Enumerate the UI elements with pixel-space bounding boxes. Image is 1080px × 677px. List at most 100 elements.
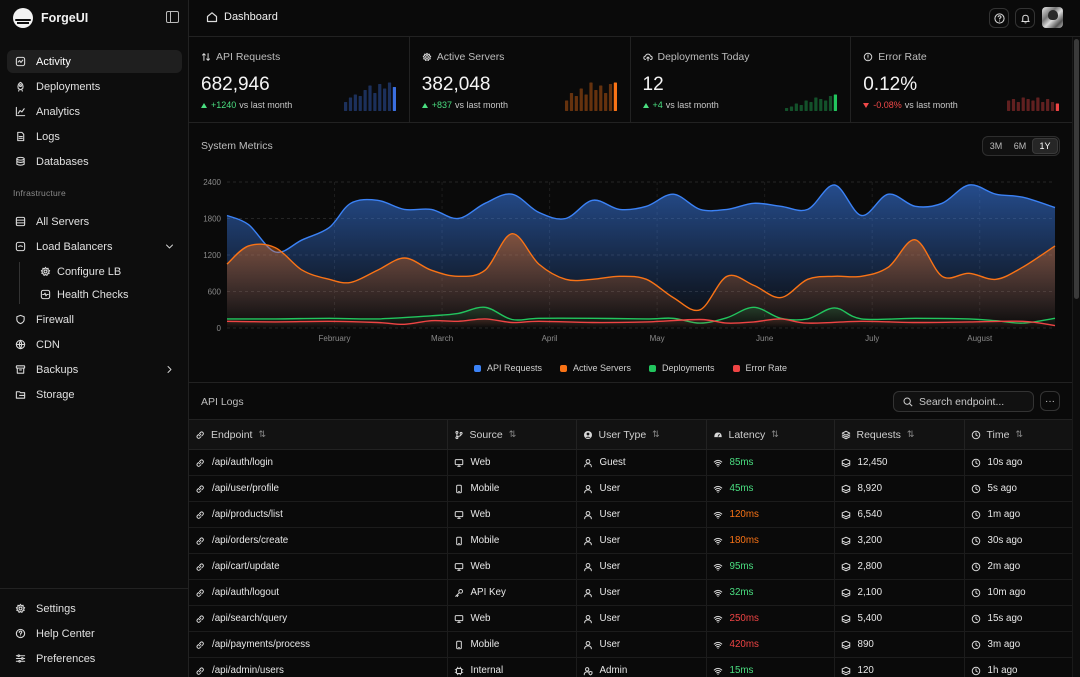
sparkline-bar bbox=[368, 85, 372, 111]
table-row[interactable]: /api/auth/logout API Key User 32ms 2,100 10m … bbox=[189, 579, 1072, 606]
legend-item-deployments[interactable]: Deployments bbox=[649, 363, 715, 373]
search-input[interactable] bbox=[919, 395, 1029, 408]
table-row[interactable]: /api/cart/update Web User 95ms 2,800 2m ago bbox=[189, 553, 1072, 580]
cell-content: Admin bbox=[583, 665, 706, 676]
sidebar-item-help-center[interactable]: Help Center bbox=[7, 622, 182, 645]
sidebar-item-preferences[interactable]: Preferences bbox=[7, 647, 182, 670]
table-row[interactable]: /api/auth/login Web Guest 85ms 12,450 10s ago bbox=[189, 449, 1072, 476]
cell-content: 32ms bbox=[713, 587, 834, 598]
more-options-button[interactable]: ··· bbox=[1040, 391, 1060, 411]
subnav-line bbox=[19, 262, 20, 304]
user-type-text: Guest bbox=[599, 457, 626, 468]
column-header-source[interactable]: Source ⇅ bbox=[447, 419, 577, 450]
cell-endpoint[interactable]: /api/search/query bbox=[189, 605, 448, 632]
cell-endpoint[interactable]: /api/cart/update bbox=[189, 553, 448, 580]
table-row[interactable]: /api/payments/process Mobile User 420ms 890 3… bbox=[189, 631, 1072, 658]
sort-icon[interactable]: ⇅ bbox=[1015, 429, 1023, 439]
sidebar-item-storage[interactable]: Storage bbox=[7, 383, 182, 406]
sort-icon[interactable]: ⇅ bbox=[771, 429, 779, 439]
cell-content: User bbox=[583, 587, 706, 598]
legend-swatch bbox=[473, 364, 481, 372]
sort-icon[interactable]: ⇅ bbox=[906, 429, 915, 439]
column-header-cell: Latency ⇅ bbox=[713, 429, 834, 441]
search-icon bbox=[903, 397, 913, 407]
stat-value: 682,946 bbox=[201, 74, 270, 95]
sidebar-item-all-servers[interactable]: All Servers bbox=[7, 210, 182, 233]
column-header-requests[interactable]: Requests ⇅ bbox=[834, 419, 965, 450]
chevron-right-icon[interactable] bbox=[165, 365, 174, 374]
sparkline-bar bbox=[1026, 99, 1030, 111]
sidebar-item-settings[interactable]: Settings bbox=[7, 597, 182, 620]
cell-endpoint[interactable]: /api/orders/create bbox=[189, 527, 448, 554]
cell-content: /api/products/list bbox=[195, 509, 447, 520]
cell-endpoint[interactable]: /api/admin/users bbox=[189, 657, 448, 677]
sparkline-bar bbox=[358, 96, 362, 111]
clock-icon bbox=[971, 510, 980, 519]
cell-endpoint[interactable]: /api/products/list bbox=[189, 501, 448, 528]
home-icon[interactable] bbox=[206, 11, 218, 23]
column-header-endpoint[interactable]: Endpoint ⇅ bbox=[189, 419, 448, 450]
sidebar-subitem-health-checks[interactable]: Health Checks bbox=[19, 283, 182, 306]
user-type-text: User bbox=[599, 613, 621, 624]
cell-content: Mobile bbox=[454, 535, 576, 546]
sidebar-item-label: Help Center bbox=[36, 627, 95, 640]
globe-icon-wrap bbox=[15, 339, 26, 350]
sidebar-item-label: Activity bbox=[36, 55, 71, 68]
scroll-thumb[interactable] bbox=[1074, 39, 1079, 299]
table-row[interactable]: /api/admin/users Internal Admin 15ms 120 1h a… bbox=[189, 657, 1072, 677]
cell-endpoint[interactable]: /api/auth/login bbox=[189, 449, 448, 476]
table-row[interactable]: /api/orders/create Mobile User 180ms 3,200 30… bbox=[189, 527, 1072, 554]
sparkline-bar bbox=[348, 97, 352, 111]
endpoint-text: /api/admin/users bbox=[212, 665, 284, 676]
range-button-1y[interactable]: 1Y bbox=[1032, 138, 1058, 154]
sidebar-item-activity[interactable]: Activity bbox=[7, 50, 182, 73]
scrollbar[interactable] bbox=[1072, 37, 1080, 677]
stat-card-error-rate[interactable]: Error Rate 0.12% -0.08% vs last month bbox=[851, 37, 1072, 123]
cell-endpoint[interactable]: /api/user/profile bbox=[189, 475, 448, 502]
sidebar-item-databases[interactable]: Databases bbox=[7, 150, 182, 173]
cell-endpoint[interactable]: /api/payments/process bbox=[189, 631, 448, 658]
legend-item-error-rate[interactable]: Error Rate bbox=[732, 363, 787, 373]
avatar[interactable] bbox=[1042, 7, 1063, 28]
sort-icon[interactable]: ⇅ bbox=[258, 429, 266, 439]
sidebar-subitem-configure-lb[interactable]: Configure LB bbox=[19, 260, 182, 283]
legend-item-active-servers[interactable]: Active Servers bbox=[559, 363, 631, 373]
table-row[interactable]: /api/products/list Web User 120ms 6,540 1m ag… bbox=[189, 501, 1072, 528]
stat-card-active-servers[interactable]: Active Servers 382,048 +837 vs last month bbox=[410, 37, 631, 123]
sidebar-item-logs[interactable]: Logs bbox=[7, 125, 182, 148]
requests-icon bbox=[841, 640, 850, 649]
help-button[interactable] bbox=[989, 8, 1009, 28]
stat-card-api-requests[interactable]: API Requests 682,946 +1240 vs last month bbox=[189, 37, 410, 123]
footer-nav: Settings Help Center Preferences bbox=[7, 597, 182, 670]
brand[interactable]: ForgeUI bbox=[13, 8, 88, 28]
sidebar-item-backups[interactable]: Backups bbox=[7, 358, 182, 381]
sort-icon[interactable]: ⇅ bbox=[652, 429, 660, 439]
table-row[interactable]: /api/user/profile Mobile User 45ms 8,920 5s a… bbox=[189, 475, 1073, 502]
endpoint-text: /api/payments/process bbox=[212, 639, 311, 650]
sidebar-toggle-icon[interactable] bbox=[166, 11, 179, 23]
time-text: 10s ago bbox=[987, 457, 1023, 468]
column-header-user-type[interactable]: User Type ⇅ bbox=[576, 419, 707, 450]
column-header-latency[interactable]: Latency ⇅ bbox=[706, 419, 835, 450]
sidebar-item-cdn[interactable]: CDN bbox=[7, 333, 182, 356]
sidebar-item-firewall[interactable]: Firewall bbox=[7, 308, 182, 331]
range-button-3m[interactable]: 3M bbox=[989, 141, 1003, 151]
cell-latency: 15ms bbox=[706, 657, 835, 677]
sidebar-item-load-balancers[interactable]: Load Balancers bbox=[7, 235, 182, 258]
cell-content: 45ms bbox=[713, 483, 834, 494]
range-button-6m[interactable]: 6M bbox=[1013, 141, 1027, 151]
cell-content: 5s ago bbox=[971, 483, 1073, 494]
sort-icon[interactable]: ⇅ bbox=[508, 429, 517, 439]
table-row[interactable]: /api/search/query Web User 250ms 5,400 15s ag… bbox=[189, 605, 1072, 632]
source-text: Mobile bbox=[470, 483, 500, 494]
column-header-time[interactable]: Time ⇅ bbox=[964, 419, 1072, 450]
legend-swatch bbox=[559, 364, 567, 372]
chevron-down-icon[interactable] bbox=[165, 242, 174, 251]
sidebar-item-deployments[interactable]: Deployments bbox=[7, 75, 182, 98]
stat-card-deployments-today[interactable]: Deployments Today 12 +4 vs last month bbox=[631, 37, 852, 123]
notifications-button[interactable] bbox=[1015, 8, 1035, 28]
clock-icon bbox=[971, 666, 980, 675]
cell-endpoint[interactable]: /api/auth/logout bbox=[189, 579, 448, 606]
sidebar-item-analytics[interactable]: Analytics bbox=[7, 100, 182, 123]
legend-item-api-requests[interactable]: API Requests bbox=[473, 363, 542, 373]
